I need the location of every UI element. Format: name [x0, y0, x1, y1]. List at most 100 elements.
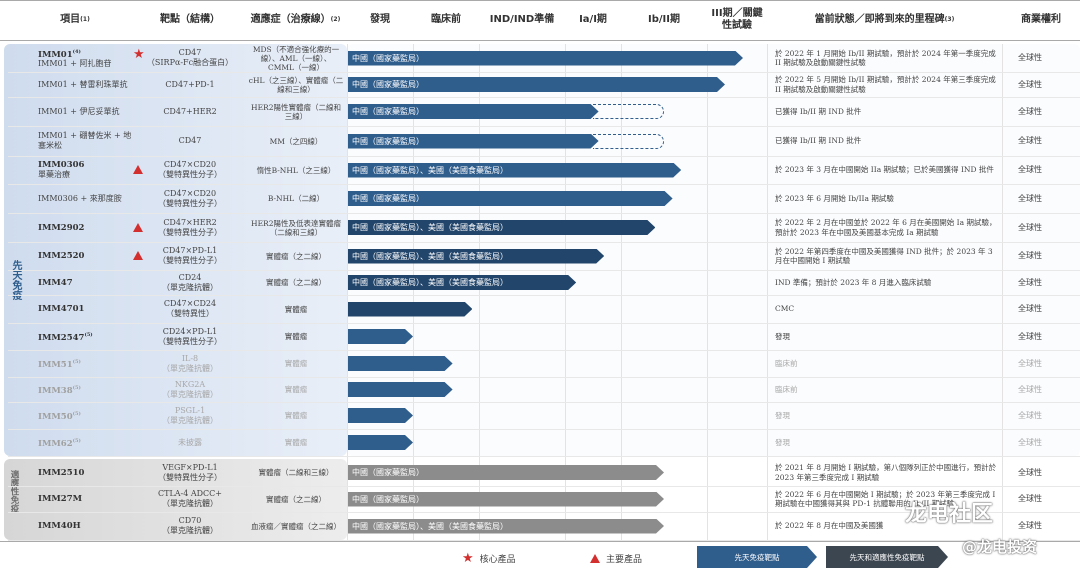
header-phase3: III期／關鍵性試驗 [711, 8, 763, 31]
indication-cell: MDS（不適合強化療的一線）、AML（一線）、CMML（一線） [252, 44, 340, 72]
header-bottom-rule [0, 40, 1080, 41]
indication-cell: 實體瘤 [284, 332, 308, 341]
target-name: CD47 [178, 48, 202, 57]
target-name: CD47 [178, 136, 202, 145]
header-status: 當前狀態／即將到來的里程碑 (3) [814, 14, 955, 25]
project-cell: IMM01(4) IMM01 + 阿扎胞苷 [38, 44, 138, 72]
row-divider [8, 184, 1080, 185]
pipeline-progress-bar: 中國（國家藥監局） [348, 191, 673, 206]
row-divider [8, 270, 1080, 271]
target-name: CD47+PD-1 [165, 79, 215, 89]
header-project: 項目 (1) [60, 14, 90, 25]
target-name: CD70 [178, 516, 202, 525]
rights-cell: 全球性 [1018, 106, 1042, 116]
key-product-triangle-icon [133, 251, 143, 260]
header-indication: 適應症（治療線） (2) [250, 14, 341, 25]
project-cell: IMM0306 + 來那度胺 [38, 184, 138, 213]
target-cell: CD47×PD-L1 （雙特異性分子） [140, 242, 240, 270]
project-name: IMM2547(5) [38, 332, 93, 343]
pipeline-progress-bar: 中國（國家藥監局）、美國（美國食藥監局） [348, 249, 604, 264]
target-cell: CD24 （單克隆抗體） [140, 270, 240, 295]
indication-cell: 血液瘤／實體瘤（之二線） [251, 521, 341, 531]
indication-cell: 實體瘤 [284, 359, 308, 368]
target-structure: （雙特異性分子） [158, 170, 222, 179]
project-regimen: IMM01 + 阿扎胞苷 [38, 59, 112, 69]
target-cell: IL-8 （單克隆抗體） [140, 350, 240, 377]
status-cell: 發現 [775, 331, 790, 341]
project-cell: IMM47 [38, 270, 138, 295]
target-cell: VEGF×PD-L1 （雙特異性分子） [140, 459, 240, 486]
project-name: IMM0306 [38, 160, 85, 170]
target-name: CD47×CD20 [163, 160, 217, 169]
target-structure: （雙特異性分子） [158, 472, 222, 482]
pipeline-progress-bar [348, 329, 413, 344]
header-phase1: Ia/I期 [579, 14, 607, 25]
header-phase2: Ib/II期 [648, 14, 680, 25]
row-divider [8, 486, 1080, 487]
indication-cell: 實體瘤 [284, 438, 308, 447]
status-cell: CMC [775, 304, 795, 314]
project-cell: IMM62(5) [38, 429, 138, 456]
target-structure: （雙特異性分子） [158, 336, 222, 346]
pipeline-progress-bar [348, 382, 453, 397]
bar-label: 中國（國家藥監局）、美國（美國食藥監局） [352, 223, 508, 232]
rights-cell: 全球性 [1018, 79, 1042, 89]
rights-cell: 全球性 [1018, 53, 1042, 62]
project-name: IMM50(5) [38, 411, 81, 422]
target-name: CD47×CD20 [163, 188, 217, 198]
row-divider [8, 295, 1080, 296]
project-name: IMM27M [38, 494, 83, 504]
status-cell: 於 2022 年 8 月在中國及美國獲 [775, 521, 884, 531]
target-cell: CD47×CD24 （雙特異性） [140, 295, 240, 323]
project-footnote: (4) [72, 48, 81, 55]
pipeline-progress-bar [348, 408, 413, 423]
key-product-triangle-icon [133, 165, 143, 174]
project-name: IMM47 [38, 277, 73, 288]
indication-cell: HER2陽性及低表達實體瘤（二線和三線） [251, 218, 341, 237]
indication-cell: 實體瘤（二線和三線） [258, 468, 334, 477]
row-divider [8, 456, 1080, 457]
project-cell: IMM40H [38, 512, 138, 540]
status-cell: 於 2021 年 8 月開始 I 期試驗，第八個隊列正於中國進行，預計於 202… [775, 463, 997, 482]
project-name: IMM40H [38, 521, 81, 531]
bar-label: 中國（國家藥監局） [352, 468, 424, 477]
status-cell: 於 2022 年 6 月在中國開始 I 期試驗；於 2023 年第三季度完成 I… [775, 489, 996, 509]
legend-adaptive-target: 先天和適應性免疫靶點 [826, 546, 948, 568]
header-ind: IND/IND準備 [489, 14, 555, 25]
status-cell: 於 2022 年第四季度在中國及美國獲得 IND 批件；於 2023 年 3 月… [775, 246, 993, 266]
rights-cell: 全球性 [1018, 467, 1042, 477]
indication-cell: 實體瘤（之二線） [266, 251, 326, 261]
core-product-star-icon: ★ [133, 47, 145, 62]
target-cell: CD24×PD-L1 （雙特異性分子） [140, 323, 240, 350]
project-name: IMM51(5) [38, 359, 81, 370]
stage-gridline [707, 44, 708, 540]
planned-extension-outline [592, 104, 664, 119]
header-top-rule [0, 0, 1080, 1]
bar-label: 中國（國家藥監局）、美國（美國食藥監局） [352, 251, 508, 261]
stage-gridline [1002, 44, 1003, 540]
status-cell: 已獲得 Ib/II 期 IND 批件 [775, 136, 862, 146]
row-divider [8, 323, 1080, 324]
target-structure: （單克隆抗體） [162, 526, 218, 535]
status-cell: 已獲得 Ib/II 期 IND 批件 [775, 106, 862, 116]
project-name: IMM2510 [38, 467, 85, 478]
project-regimen: IMM01 + 硼替佐米 + 地塞米松 [38, 131, 132, 150]
innate-side-label: 先天免疫 [10, 260, 21, 300]
project-cell: IMM0306 單藥治療 [38, 156, 138, 184]
project-footnote: (5) [72, 438, 81, 445]
target-name: NKG2A [174, 379, 206, 389]
bar-label: 中國（國家藥監局） [352, 136, 424, 146]
indication-cell: 實體瘤（之二線） [266, 278, 326, 287]
project-footnote: (5) [72, 385, 81, 392]
target-cell: CD47×CD20 （雙特異性分子） [140, 184, 240, 213]
key-product-triangle-icon [133, 222, 143, 232]
rights-cell: 全球性 [1018, 165, 1042, 174]
row-divider [8, 126, 1080, 127]
status-cell: IND 準備；預計於 2023 年 8 月進入臨床試驗 [775, 277, 932, 287]
rights-cell: 全球性 [1018, 136, 1042, 145]
project-cell: IMM2510 [38, 459, 138, 486]
target-cell: CD47 [140, 126, 240, 156]
pipeline-progress-bar: 中國（國家藥監局） [348, 465, 664, 480]
pipeline-progress-bar: 中國（國家藥監局） [348, 77, 725, 92]
